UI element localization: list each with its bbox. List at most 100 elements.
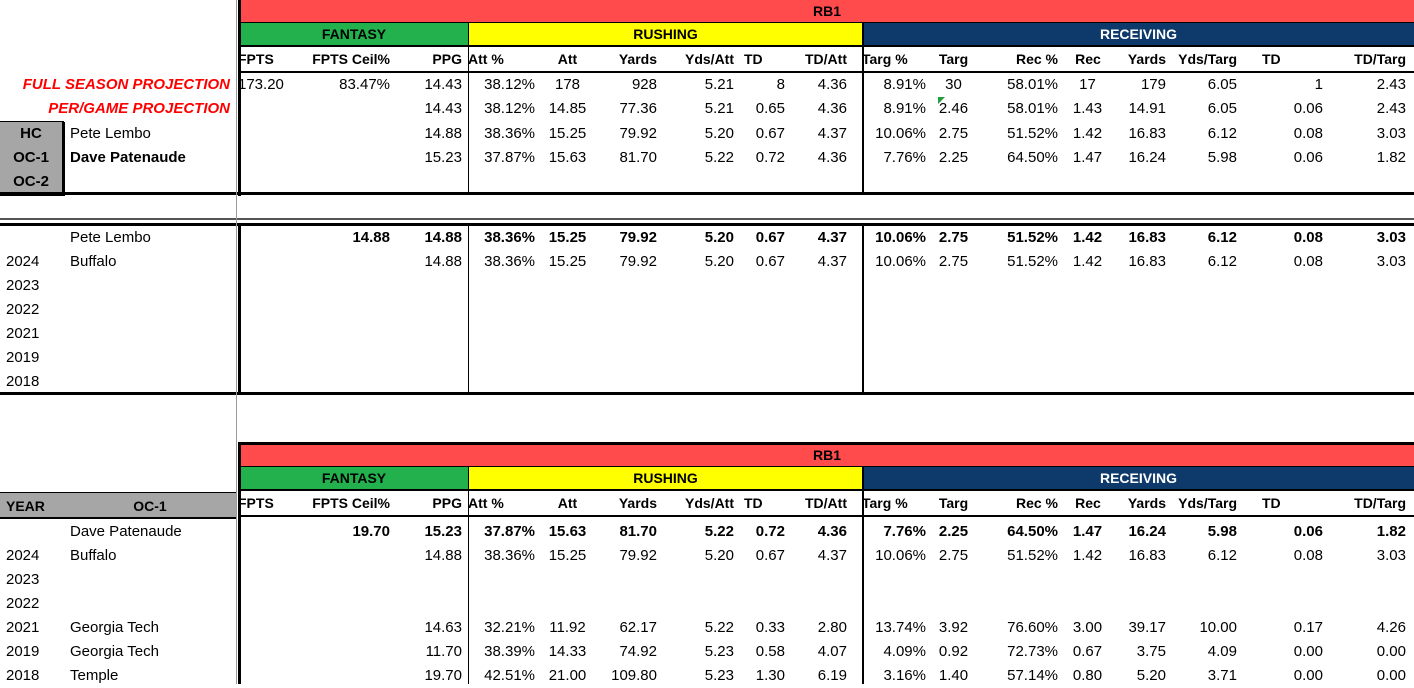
hc-row-cell: 0.08 [1293,253,1323,270]
oc-header: OC-1 [133,498,167,514]
oc-row-cell: 3.75 [1136,643,1166,660]
oc-col-header: FPTS Ceil% [312,495,390,511]
oc-row-cell: 1.42 [1072,547,1103,564]
oc-col-header: FPTS [238,495,274,511]
oc-row-cell: 4.37 [817,547,847,564]
oc-row-cell: 14.33 [548,643,587,660]
oc-rb-label: RB1 [812,447,841,463]
oc-row-cell: 6.19 [817,667,847,684]
top-section-bottom [0,192,1414,195]
hc-row-cell: 1.42 [1072,253,1103,270]
coach-row-cell: 51.52% [1007,125,1058,142]
coach-row-cell: 64.50% [1007,149,1058,166]
oc-row-cell: 0.00 [1293,643,1323,660]
oc-row-cell: 21.00 [548,667,587,684]
vline-fr-bot [468,467,469,684]
vline-fr-top [468,23,469,195]
oc-row-cell: 3.92 [938,619,969,636]
coach-role-hc: HC [20,125,42,142]
oc-row-cell: 0.00 [1293,667,1323,684]
vline-rr-mid [862,226,864,394]
oc-team: Georgia Tech [70,643,159,660]
oc-summary-row-cell: 16.24 [1128,523,1166,540]
top-col-header: Rec % [1015,51,1058,67]
vline-left-black-bot [238,442,241,684]
full-season-row-cell: 8.91% [883,76,926,93]
oc-row-cell: 3.00 [1072,619,1103,636]
oc-receiving-band [863,467,1414,489]
oc-summary-row-cell: 1.82 [1376,523,1406,540]
oc-row-cell: 74.92 [619,643,657,660]
oc-year: 2018 [6,667,40,684]
per-game-row-cell: 58.01% [1007,100,1058,117]
hc-summary-row-cell: 14.88 [352,229,390,246]
full-season-row-cell: 30 [945,76,962,93]
per-game-row-cell: 77.36 [619,100,657,117]
oc-summary-row-cell: 5.22 [704,523,734,540]
hc-row-cell: 79.92 [619,253,657,270]
hc-year: 2019 [6,349,40,366]
oc-row-cell: 0.92 [938,643,969,660]
hc-summary-row-cell: 4.37 [817,229,847,246]
gap-line-1 [0,218,1414,220]
hc-year: 2023 [6,277,40,294]
oc-summary-row-cell: 5.98 [1207,523,1237,540]
hc-row-cell: 6.12 [1207,253,1237,270]
full-season-label: FULL SEASON PROJECTION [22,76,230,93]
hc-summary-row-cell: 0.67 [755,229,785,246]
oc-summary-row-cell: 81.70 [619,523,657,540]
hc-summary-row-cell: 3.03 [1376,229,1406,246]
vline-rr-top [862,23,864,195]
top-col-header: Rec [1075,51,1101,67]
oc-row-cell: 79.92 [619,547,657,564]
oc-row-cell: 0.08 [1293,547,1323,564]
oc-col-header: TD [1262,495,1281,511]
oc-rushing-label: RUSHING [633,470,698,486]
top-col-header: TD [744,51,763,67]
oc-col-header: Rec [1075,495,1101,511]
vline-rr-bot [862,467,864,684]
oc-row-cell: 16.83 [1128,547,1166,564]
oc-row-cell: 4.07 [817,643,847,660]
oc-row-cell: 11.92 [549,619,586,636]
hc-summary-row-cell: 14.88 [424,229,462,246]
per-game-row-cell: 5.21 [704,100,734,117]
oc-col-header: Targ % [862,495,908,511]
oc-row-cell: 6.12 [1207,547,1237,564]
coach-row-cell: 3.03 [1376,125,1406,142]
hc-row-cell: 5.20 [704,253,734,270]
per-game-row-cell: 14.43 [424,100,462,117]
coach-row-cell: 16.24 [1128,149,1166,166]
top-rb-line [240,22,1414,23]
coach-role-oc-2: OC-2 [13,173,49,190]
oc-row-cell: 3.03 [1376,547,1406,564]
gap-line-2 [0,223,1414,226]
oc-summary-row-cell: 15.63 [548,523,587,540]
oc-row-cell: 0.67 [755,547,785,564]
oc-row-cell: 4.26 [1376,619,1406,636]
oc-top-line [238,442,1414,445]
hc-row-cell: 16.83 [1128,253,1166,270]
top-col-header: Yds/Att [685,51,734,67]
hc-row-cell: 3.03 [1376,253,1406,270]
hc-team: Buffalo [70,253,117,270]
hc-summary-row-cell: 38.36% [484,229,535,246]
coach-row-cell: 10.06% [875,125,926,142]
full-season-row-cell: 6.05 [1207,76,1237,93]
hc-year: 2021 [6,325,40,342]
oc-team: Buffalo [70,547,117,564]
hc-year: 2018 [6,373,40,390]
oc-row-cell: 0.58 [755,643,785,660]
oc-fantasy-label: FANTASY [321,470,387,486]
top-col-header: TD/Targ [1354,51,1406,67]
full-season-row-cell: 2.43 [1376,76,1406,93]
coach-row-cell: 81.70 [619,149,657,166]
oc-header-bg [0,493,236,517]
coach-row-cell: 38.36% [484,125,535,142]
oc-row-cell: 57.14% [1007,667,1058,684]
coach-row-cell: 15.63 [548,149,587,166]
oc-col-header: PPG [432,495,462,511]
oc-row-cell: 109.80 [611,667,657,684]
top-rb-band [240,0,1414,22]
coach-row-cell: 5.20 [704,125,734,142]
